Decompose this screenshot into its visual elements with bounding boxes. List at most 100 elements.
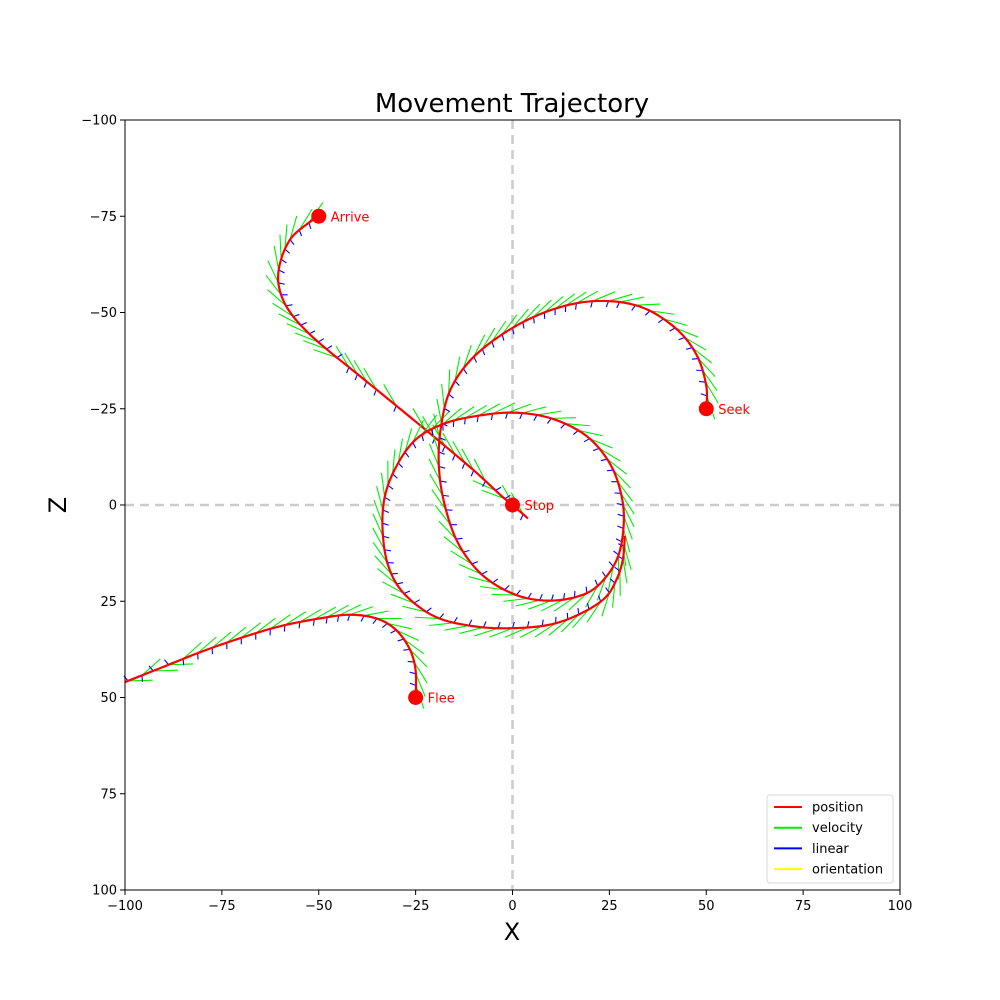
y-tick-label: 50: [100, 691, 117, 706]
velocity-vector: [390, 593, 415, 604]
velocity-vector: [472, 480, 496, 491]
velocity-vector: [397, 438, 404, 463]
velocity-vector: [284, 611, 307, 626]
velocity-vector: [589, 438, 613, 449]
velocity-vector: [622, 558, 628, 584]
velocity-vector: [403, 638, 425, 655]
velocity-vector: [338, 604, 362, 616]
velocity-vector: [383, 384, 397, 406]
legend-label-linear: linear: [812, 842, 849, 857]
velocity-vector: [612, 469, 631, 489]
y-axis-title: Z: [44, 497, 72, 513]
velocity-vector: [272, 302, 294, 318]
velocity-vector: [402, 605, 427, 613]
y-tick-label: −100: [81, 114, 117, 129]
velocity-vector: [286, 323, 310, 335]
velocity-vector: [474, 627, 499, 637]
x-tick-label: 75: [795, 899, 812, 914]
velocity-vector: [269, 614, 291, 630]
velocity-vector: [598, 447, 621, 462]
velocity-vector: [612, 583, 616, 608]
velocity-vector: [541, 599, 564, 612]
velocity-vector: [441, 383, 445, 409]
velocity-vector: [415, 673, 426, 697]
velocity-vector: [289, 215, 298, 240]
x-tick-label: 0: [508, 899, 516, 914]
velocity-vector: [273, 245, 280, 271]
velocity-vector: [544, 296, 564, 313]
velocity-vector: [265, 274, 282, 296]
velocity-vector: [684, 336, 707, 351]
velocity-vector: [534, 622, 556, 638]
velocity-vector: [565, 291, 587, 307]
x-tick-label: −50: [305, 899, 332, 914]
velocity-vector: [380, 472, 386, 498]
velocity-vector: [459, 626, 484, 634]
velocity-vector: [372, 542, 388, 563]
velocity-vector: [461, 448, 475, 471]
legend: position velocity linear orientation: [766, 794, 894, 884]
chart-title: Movement Trajectory: [375, 89, 649, 119]
marker-label-arrive: Arrive: [331, 210, 370, 225]
legend-label-position: position: [812, 801, 864, 816]
velocity-vector: [444, 624, 469, 631]
velocity-vector: [452, 440, 466, 463]
velocity-vector: [622, 528, 631, 553]
velocity-vector: [479, 585, 505, 591]
velocity-vector: [382, 581, 405, 595]
marker-label-flee: Flee: [428, 692, 455, 707]
velocity-vector: [372, 513, 384, 537]
velocity-vector: [554, 293, 576, 310]
velocity-vector: [623, 516, 633, 540]
velocity-vector: [387, 622, 412, 630]
marker-flee: [408, 690, 424, 705]
velocity-vector: [606, 458, 627, 475]
velocity-vector: [519, 625, 543, 638]
velocity-vector: [468, 576, 493, 584]
velocity-vector: [442, 432, 456, 455]
velocity-vector: [442, 407, 462, 425]
velocity-vector: [443, 536, 464, 553]
velocity-vector: [211, 631, 232, 649]
velocity-vector: [313, 349, 338, 359]
velocity-vector: [353, 360, 368, 382]
velocity-vector: [372, 527, 385, 551]
velocity-vector: [412, 408, 426, 430]
velocity-vector: [522, 406, 547, 414]
velocity-vector: [458, 563, 482, 575]
velocity-vector: [431, 489, 447, 511]
marker-label-stop: Stop: [525, 499, 555, 514]
velocity-vector: [572, 608, 590, 629]
y-tick-label: 0: [109, 499, 117, 514]
velocity-vector: [363, 610, 389, 617]
velocity-vector: [528, 600, 552, 610]
velocity-vector: [428, 458, 441, 482]
velocity-vector: [491, 320, 507, 342]
velocity-vector: [450, 550, 473, 565]
velocity-vector: [294, 332, 319, 343]
velocity-vector: [663, 318, 688, 327]
velocity-vector: [553, 596, 575, 612]
velocity-vector: [448, 369, 451, 395]
velocity-vector: [279, 234, 282, 260]
velocity-vector: [623, 545, 632, 570]
velocity-vector: [635, 303, 661, 306]
velocity-vector: [314, 606, 337, 620]
velocity-vector: [515, 599, 540, 607]
velocity-vector: [412, 419, 424, 443]
position-path-seek: [381, 299, 709, 630]
velocity-vector: [620, 493, 635, 515]
velocity-vector: [373, 499, 383, 524]
velocity-vector: [601, 592, 610, 617]
legend-box: [766, 794, 894, 884]
velocity-vector: [374, 555, 392, 575]
velocity-vector: [578, 429, 603, 437]
velocity-vector: [536, 410, 562, 416]
plot-area: Arrive Seek Stop Flee: [123, 120, 900, 890]
velocity-vector: [278, 313, 302, 326]
velocity-vector: [413, 661, 428, 684]
velocity-vector: [586, 601, 602, 623]
velocity-vector: [392, 449, 396, 474]
velocity-vector: [153, 669, 178, 672]
velocity-vector: [438, 520, 457, 540]
